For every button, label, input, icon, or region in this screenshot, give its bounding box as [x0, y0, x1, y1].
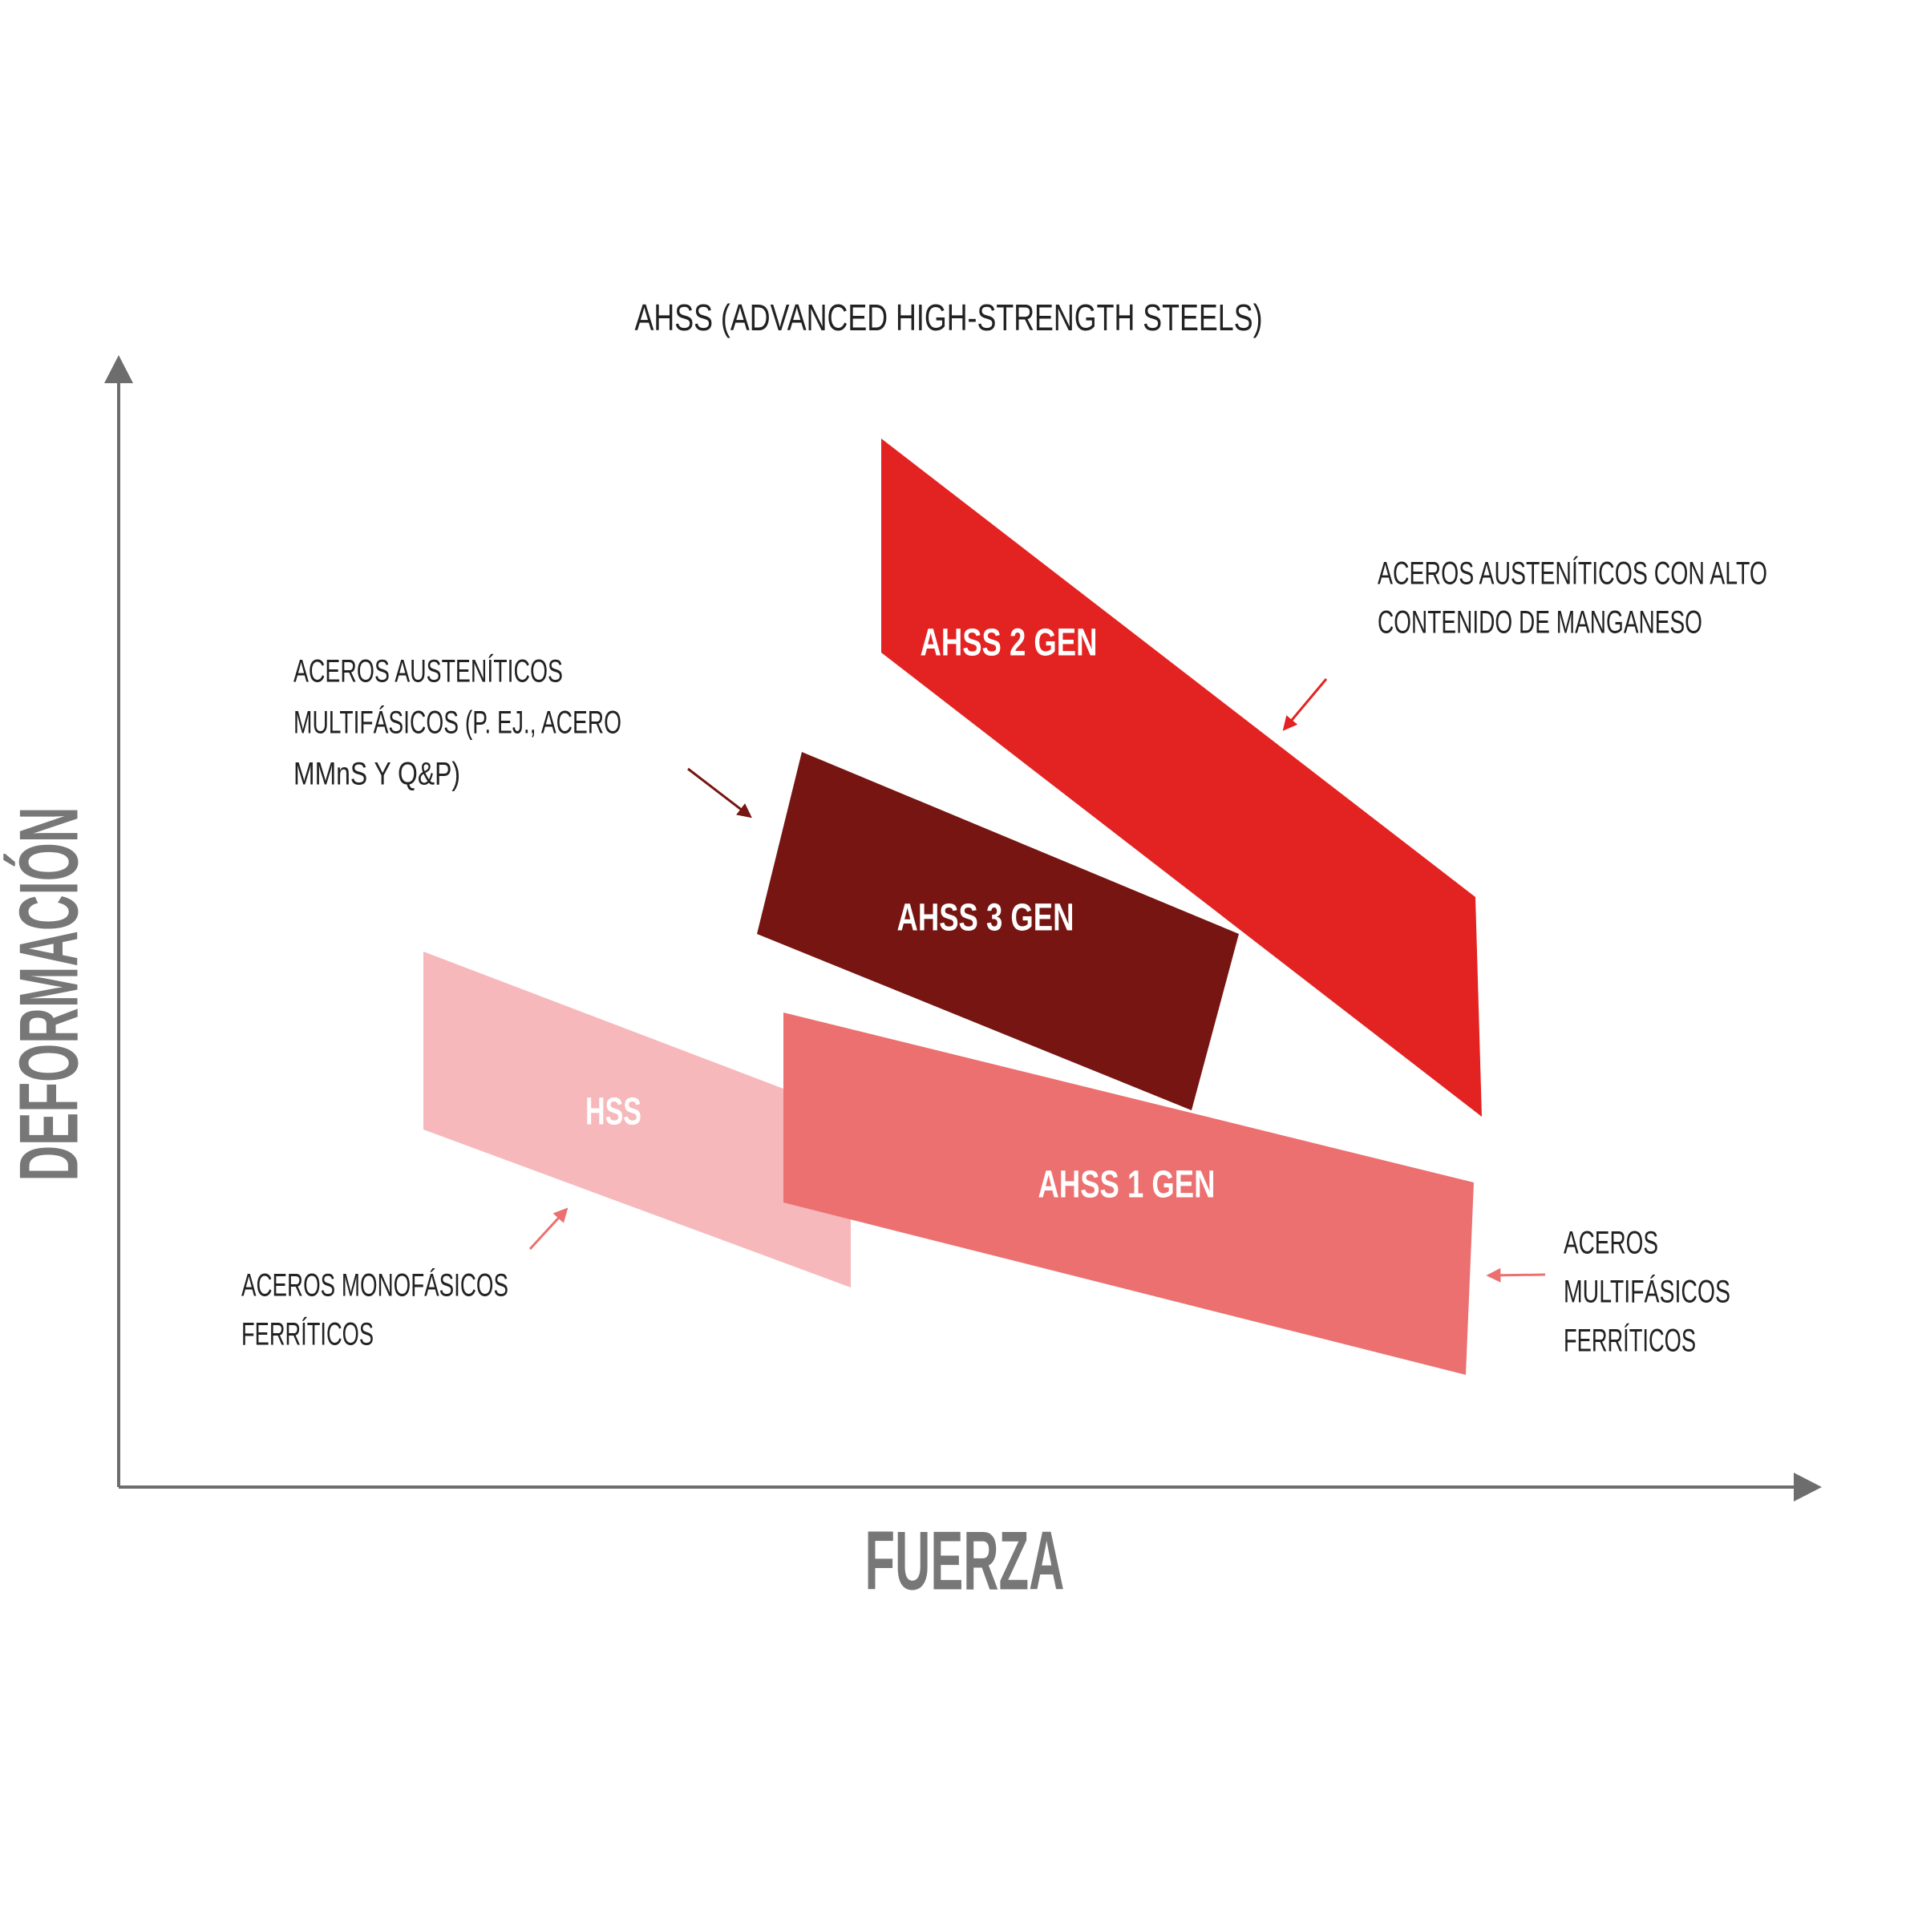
region-ahss-3: [757, 752, 1239, 1110]
annotation-line: FERRÍTICOS: [1564, 1323, 1696, 1359]
region-label: AHSS 3 GEN: [897, 897, 1074, 940]
region-label: HSS: [585, 1091, 641, 1134]
annotation-line: MULTIFÁSICOS (P. EJ., ACERO: [293, 705, 621, 741]
region-ahss-1: [783, 1012, 1474, 1375]
y-axis-arrow: [104, 355, 133, 383]
annotation-line: CONTENIDO DE MANGANESO: [1378, 605, 1702, 641]
region-ahss-2: [881, 439, 1482, 1117]
annotation-line: ACEROS MONOFÁSICOS: [241, 1267, 508, 1303]
annotation-line: MMnS Y Q&P): [293, 757, 460, 792]
region-hss: [423, 952, 851, 1287]
region-label: AHSS 1 GEN: [1038, 1164, 1216, 1206]
arrow: [1282, 678, 1328, 731]
annotation-line: FERRÍTICOS: [241, 1316, 374, 1352]
arrow: [687, 767, 752, 818]
annotation-line: ACEROS: [1564, 1226, 1658, 1261]
annotation-line: ACEROS AUSTENÍTICOS: [293, 653, 563, 689]
title: AHSS (ADVANCED HIGH-STRENGTH STEELS): [635, 297, 1263, 338]
annotation-line: ACEROS AUSTENÍTICOS CON ALTO: [1378, 556, 1767, 592]
x-axis-arrow: [1794, 1473, 1822, 1502]
arrow: [528, 1207, 569, 1251]
region-label: AHSS 2 GEN: [921, 622, 1098, 665]
annotation-line: MULTIFÁSICOS: [1564, 1274, 1730, 1310]
y-axis-label: DEFORMACIÓN: [2, 807, 95, 1182]
x-axis-label: FUERZA: [865, 1514, 1065, 1607]
